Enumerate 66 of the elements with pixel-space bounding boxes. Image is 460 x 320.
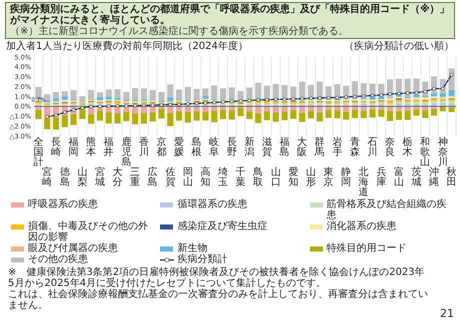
x-tick-label: 東京 [324,167,334,188]
x-tick-label: 青森 [350,137,360,158]
x-tick-label: 奈良 [385,137,396,158]
legend-label: 特殊目的用コード [326,243,407,254]
x-tick-label: 高知 [200,167,210,188]
x-tick-label: 三重 [130,167,140,188]
x-tick-label: 大阪 [297,137,308,158]
x-tick-label: 山口 [270,167,281,188]
x-tick-label: 石川 [367,137,378,158]
x-tick-label: 宮崎 [42,167,52,188]
x-tick-label: 岐阜 [209,137,220,158]
x-tick-label: 山形 [306,167,316,188]
x-tick-label: 佐賀 [165,167,176,188]
x-tick-label: 香川 [138,137,149,158]
x-tick-label: 鳥取 [253,167,264,188]
x-tick-label: 山梨 [77,167,88,188]
x-tick-label: 長崎 [50,137,61,158]
x-tick-label: 長野 [226,137,237,158]
x-tick-label: 秋田 [446,167,457,188]
x-tick-label: 福井 [104,137,114,158]
x-tick-label: 愛知 [288,167,298,188]
x-tick-label: 愛媛 [174,137,184,158]
x-tick-label: 宮城 [94,167,105,188]
legend-label: その他の疾患 [28,254,88,265]
legend-label: 感染症及び寄生虫症 [177,221,268,232]
x-tick-label: 岡山 [182,167,193,188]
x-tick-label: 全国計 [33,137,44,168]
x-tick-label: 富山 [394,167,404,188]
legend-label: 疾病分類計 [177,254,228,265]
x-tick-label: 福島 [280,137,290,158]
x-tick-label: 沖縄 [429,167,440,188]
legend-label: 呼吸器系の疾患 [28,199,98,210]
legend-label: 筋骨格系及び結合組織の疾患 [326,199,448,221]
x-tick-label: 兵庫 [376,167,386,188]
x-tick-label: 静岡 [341,167,352,188]
x-tick-label: 岩手 [332,137,342,158]
x-tick-label: 新潟 [244,137,254,158]
x-tick-label: 大分 [112,167,123,188]
x-tick-label: 滋賀 [262,137,272,158]
text: これは、社会保険診療報酬支払基金の一次審査分のみを計上しており、再審査分は含まれていません。 [8,289,429,311]
legend-label: 損傷、中毒及びその他の外因の影響 [28,221,149,243]
legend-label: 消化器系の疾患 [326,221,397,232]
x-tick-label: 徳島 [60,167,70,188]
text: （疾病分類計の低い順） [344,41,454,52]
legend-label: 眼及び付属器の疾患 [28,243,118,254]
y-axis-title: 加入者1人当たり医療費の対前年同期比（2024年度） [6,41,248,52]
x-tick-label: 北海道 [358,167,369,198]
chart-title: 疾病分類別にみると、ほとんどの都道府県で「呼吸器系の疾患」及び「特殊目的用コード（※）」がマイナスに大きく寄与している。 [10,4,450,26]
x-tick-label: 鹿児島 [121,137,132,168]
x-tick-label: 熊本 [86,137,96,158]
x-tick-label: 埼玉 [218,167,228,188]
legend-label: 循環器系の疾患 [177,199,248,210]
x-tick-label: 群馬 [314,137,325,158]
x-tick-label: 和歌山 [420,137,430,168]
legend-label: 新生物 [177,243,208,254]
text: 21 [440,307,454,320]
x-tick-label: 島根 [192,137,202,158]
x-tick-label: 茨城 [411,167,422,188]
text: ※ 健康保険法第3条第2項の日雇特例被保険者及びその被扶養者を除く協会けんぽの2023年5月から2025年4月に受け付けたレセプトについて集計したものです。 [8,267,426,289]
chart-subtitle: （※）主に新型コロナウイルス感染症に関する傷病を示す疾病分類である。 [10,26,350,37]
x-tick-label: 福岡 [68,137,79,158]
x-tick-label: 京都 [156,137,166,158]
x-tick-label: 神奈川 [438,137,448,168]
x-tick-label: 広島 [148,167,158,188]
x-tick-label: 千葉 [236,167,246,188]
x-tick-label: 栃木 [402,137,413,158]
